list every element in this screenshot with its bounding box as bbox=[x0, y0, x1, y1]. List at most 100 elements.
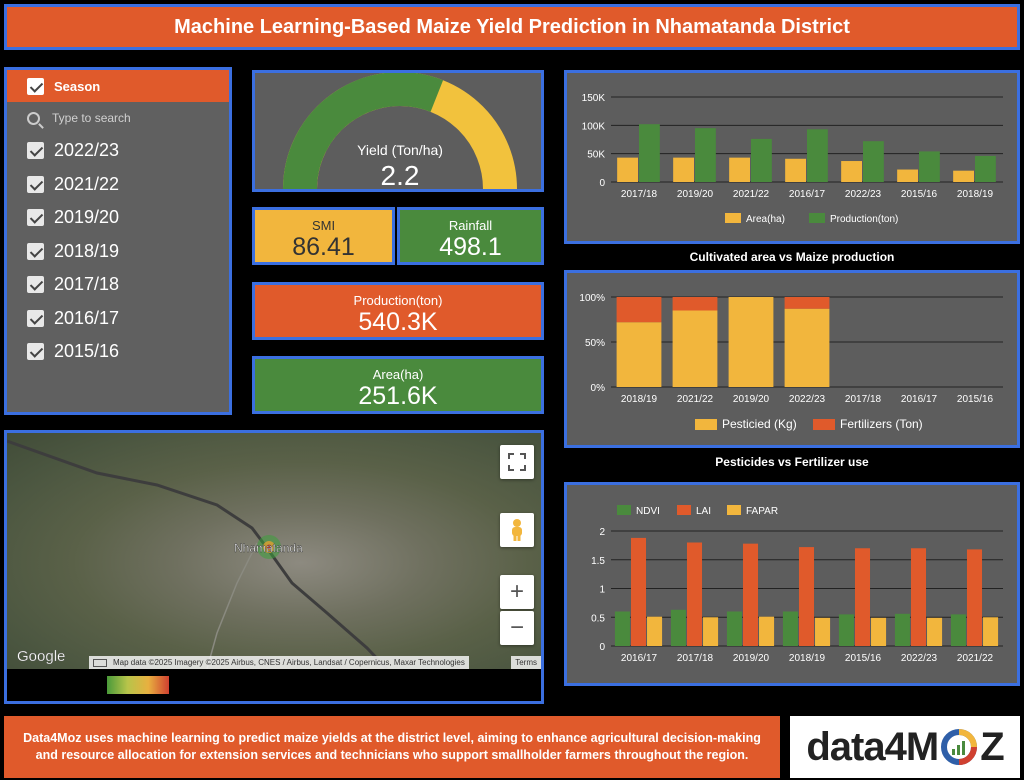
area-production-chart-title: Cultivated area vs Maize production bbox=[689, 250, 895, 264]
bar-fapar[interactable] bbox=[647, 616, 663, 646]
y-tick-label: 0.5 bbox=[591, 613, 605, 624]
bar-fertilizers-ton-[interactable] bbox=[616, 297, 662, 323]
bar-area-ha-[interactable] bbox=[953, 170, 974, 182]
season-checkbox[interactable] bbox=[27, 309, 44, 327]
bar-pesticied-kg-[interactable] bbox=[784, 308, 830, 387]
zoom-in-button[interactable]: + bbox=[500, 575, 534, 609]
x-tick-label: 2017/18 bbox=[621, 189, 658, 200]
bar-lai[interactable] bbox=[854, 548, 871, 646]
season-option-label: 2015/16 bbox=[54, 341, 120, 362]
satellite-map[interactable]: Nhamatanda Google + − Map data ©2025 Ima… bbox=[7, 433, 541, 669]
y-tick-label: 50% bbox=[585, 338, 605, 349]
gauge-value: 2.2 bbox=[381, 160, 420, 189]
bar-ndvi[interactable] bbox=[894, 613, 910, 646]
bar-fapar[interactable] bbox=[871, 617, 887, 646]
y-tick-label: 2 bbox=[599, 527, 605, 538]
bar-area-ha-[interactable] bbox=[617, 157, 638, 182]
bar-fapar[interactable] bbox=[759, 616, 775, 646]
logo-text-left: data4M bbox=[806, 724, 939, 769]
legend-label: FAPAR bbox=[746, 506, 778, 517]
bar-fapar[interactable] bbox=[927, 617, 943, 646]
bar-fapar[interactable] bbox=[815, 617, 831, 646]
bar-production-ton-[interactable] bbox=[639, 124, 660, 182]
bar-lai[interactable] bbox=[686, 542, 703, 647]
bar-ndvi[interactable] bbox=[838, 614, 854, 646]
bar-fertilizers-ton-[interactable] bbox=[672, 297, 718, 311]
x-tick-label: 2019/20 bbox=[733, 653, 770, 664]
y-tick-label: 1.5 bbox=[591, 556, 605, 567]
bar-production-ton-[interactable] bbox=[751, 138, 772, 182]
bar-pesticied-kg-[interactable] bbox=[672, 310, 718, 388]
bar-area-ha-[interactable] bbox=[785, 158, 806, 182]
y-tick-label: 150K bbox=[582, 93, 606, 104]
bar-lai[interactable] bbox=[742, 543, 759, 646]
bar-ndvi[interactable] bbox=[726, 611, 742, 647]
bar-production-ton-[interactable] bbox=[695, 128, 716, 182]
y-tick-label: 1 bbox=[599, 585, 605, 596]
x-tick-label: 2019/20 bbox=[677, 189, 714, 200]
x-tick-label: 2022/23 bbox=[901, 653, 938, 664]
bar-production-ton-[interactable] bbox=[807, 129, 828, 182]
season-option[interactable]: 2016/17 bbox=[7, 302, 229, 336]
bar-ndvi[interactable] bbox=[614, 611, 630, 647]
season-option-label: 2021/22 bbox=[54, 173, 120, 194]
season-checkbox[interactable] bbox=[27, 209, 44, 227]
zoom-out-button[interactable]: − bbox=[500, 611, 534, 645]
season-filter-header[interactable]: Season bbox=[7, 70, 229, 102]
bar-lai[interactable] bbox=[798, 547, 815, 646]
keyboard-icon[interactable] bbox=[93, 658, 107, 667]
season-search-input[interactable] bbox=[52, 111, 212, 125]
bar-fapar[interactable] bbox=[703, 617, 719, 646]
bar-area-ha-[interactable] bbox=[673, 157, 694, 182]
kpi-rainfall-label: Rainfall bbox=[448, 218, 493, 233]
season-checkbox[interactable] bbox=[27, 242, 44, 260]
bar-pesticied-kg-[interactable] bbox=[616, 322, 662, 387]
season-option[interactable]: 2015/16 bbox=[7, 335, 229, 369]
bar-area-ha-[interactable] bbox=[841, 161, 862, 182]
bar-ndvi[interactable] bbox=[950, 614, 966, 646]
street-view-button[interactable] bbox=[500, 513, 534, 547]
kpi-production: Production(ton) 540.3K bbox=[252, 282, 544, 340]
season-option-label: 2018/19 bbox=[54, 240, 120, 261]
bar-lai[interactable] bbox=[630, 537, 647, 646]
season-option[interactable]: 2018/19 bbox=[7, 235, 229, 269]
bar-area-ha-[interactable] bbox=[729, 157, 750, 182]
map-attribution-text: Map data ©2025 Imagery ©2025 Airbus, CNE… bbox=[113, 658, 465, 667]
bar-production-ton-[interactable] bbox=[919, 151, 940, 182]
season-option[interactable]: 2021/22 bbox=[7, 168, 229, 202]
season-option[interactable]: 2019/20 bbox=[7, 201, 229, 235]
season-checkbox[interactable] bbox=[27, 343, 44, 361]
x-tick-label: 2017/18 bbox=[845, 394, 882, 405]
bar-fapar[interactable] bbox=[983, 617, 999, 646]
season-checkbox[interactable] bbox=[27, 142, 44, 160]
kpi-area: Area(ha) 251.6K bbox=[252, 356, 544, 414]
bar-production-ton-[interactable] bbox=[863, 141, 884, 182]
season-checkbox[interactable] bbox=[27, 175, 44, 193]
logo-o-chart-icon bbox=[941, 729, 978, 765]
x-tick-label: 2016/17 bbox=[901, 394, 938, 405]
fullscreen-button[interactable] bbox=[500, 445, 534, 479]
bar-lai[interactable] bbox=[966, 549, 983, 646]
kpi-area-label: Area(ha) bbox=[372, 367, 424, 382]
bar-fertilizers-ton-[interactable] bbox=[784, 297, 830, 309]
bar-ndvi[interactable] bbox=[782, 611, 798, 647]
x-tick-label: 2015/16 bbox=[845, 653, 882, 664]
map-attribution: Map data ©2025 Imagery ©2025 Airbus, CNE… bbox=[89, 656, 469, 669]
map-terms-link[interactable]: Terms bbox=[511, 656, 541, 669]
season-option[interactable]: 2022/23 bbox=[7, 134, 229, 168]
kpi-rainfall: Rainfall 498.1 bbox=[397, 207, 544, 265]
bar-pesticied-kg-[interactable] bbox=[728, 297, 774, 387]
bar-lai[interactable] bbox=[910, 548, 927, 646]
season-option-label: 2019/20 bbox=[54, 207, 120, 228]
road-line bbox=[206, 542, 258, 669]
legend-label: Area(ha) bbox=[746, 214, 785, 225]
season-option[interactable]: 2017/18 bbox=[7, 268, 229, 302]
bar-production-ton-[interactable] bbox=[975, 155, 996, 182]
bar-ndvi[interactable] bbox=[670, 609, 686, 646]
page-title: Machine Learning-Based Maize Yield Predi… bbox=[4, 4, 1020, 50]
pesticide-fertilizer-chart-panel: 0% 50% 100% 2018/19 2021/22 2019/20 2022/23 201… bbox=[564, 270, 1020, 448]
season-checkbox[interactable] bbox=[27, 276, 44, 294]
select-all-checkbox[interactable] bbox=[27, 77, 44, 95]
legend-swatch bbox=[677, 505, 691, 515]
bar-area-ha-[interactable] bbox=[897, 169, 918, 182]
